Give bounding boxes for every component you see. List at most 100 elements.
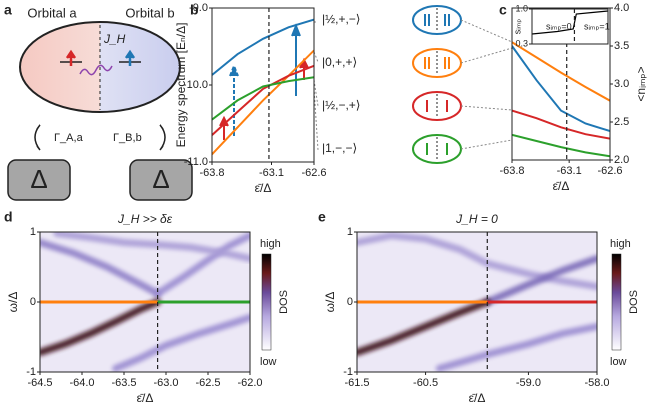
y-tick-label: 3.0 bbox=[614, 78, 629, 90]
colorbar-high: high bbox=[260, 238, 281, 250]
series-line bbox=[512, 45, 610, 133]
panel: 0.3 1.0 sᵢₘₚ sᵢₘₚ=0 sᵢₘₚ=1 bbox=[512, 3, 609, 48]
legend-label: |0,+,+⟩ bbox=[322, 55, 357, 69]
y-tick-label: -9.0 bbox=[189, 2, 208, 14]
x-tick-label: -62.5 bbox=[195, 377, 220, 389]
y-tick-label: 1.0 bbox=[515, 3, 528, 13]
plot-frame bbox=[39, 231, 251, 373]
panel-label: a bbox=[4, 2, 12, 18]
plot-frame bbox=[356, 231, 598, 373]
colorbar-high: high bbox=[610, 238, 631, 250]
lead-label: Δ bbox=[30, 164, 47, 194]
chart-title: J_H >> δε bbox=[117, 212, 173, 226]
y-axis-label: <nᵢₘₚ> bbox=[634, 66, 648, 101]
y-axis-label: ω/Δ bbox=[323, 292, 337, 313]
plot-area bbox=[40, 232, 250, 372]
colorbar-low: low bbox=[610, 356, 627, 368]
colorbar-low: low bbox=[260, 356, 277, 368]
panel: -1 0 1 -64.5 -64.0 -63.5 -63.0 -62.5 -62.0 ε̄/Δ ω/… bbox=[6, 212, 290, 405]
legend-label: |1,−,−⟩ bbox=[322, 141, 357, 155]
x-tick-label: -60.5 bbox=[413, 377, 438, 389]
x-axis-label: ε̄/Δ bbox=[255, 181, 272, 195]
colorbar-label: DOS bbox=[278, 290, 290, 314]
plot-area bbox=[212, 18, 314, 155]
x-tick-label: -63.8 bbox=[499, 165, 524, 177]
dos-band bbox=[483, 255, 597, 306]
series-line bbox=[512, 133, 610, 158]
y-tick-label: 2.0 bbox=[614, 154, 629, 166]
x-tick-label: -58.0 bbox=[584, 377, 609, 389]
y-tick-label: 0 bbox=[30, 296, 36, 308]
dos-band bbox=[154, 232, 250, 298]
series-line bbox=[512, 41, 610, 102]
x-tick-label: -63.5 bbox=[111, 377, 136, 389]
orbital-label: Orbital a bbox=[27, 5, 77, 20]
dos-band bbox=[53, 232, 250, 263]
annotation: sᵢₘₚ=1 bbox=[584, 21, 610, 31]
y-tick-label: 0.3 bbox=[515, 38, 528, 48]
y-tick-label: 1 bbox=[347, 226, 353, 238]
colorbar bbox=[611, 253, 622, 351]
panel-label: c bbox=[499, 2, 507, 18]
series-line bbox=[212, 18, 314, 76]
x-tick-label: -64.0 bbox=[69, 377, 94, 389]
x-tick-label: -62.6 bbox=[597, 165, 622, 177]
series-line bbox=[212, 64, 314, 136]
panel: -11.0 -10.0 -9.0 -63.8 -63.1 -62.6 ε̄/Δ Energy … bbox=[174, 2, 360, 195]
x-tick-label: -61.5 bbox=[344, 377, 369, 389]
series-line bbox=[212, 49, 314, 155]
panel-label: b bbox=[190, 2, 199, 18]
x-tick-label: -62.0 bbox=[237, 377, 262, 389]
series-line bbox=[532, 10, 608, 35]
series-line bbox=[212, 76, 314, 121]
x-tick-label: -63.0 bbox=[153, 377, 178, 389]
panel-label: e bbox=[318, 209, 326, 225]
coupling-label: J_H bbox=[103, 32, 126, 46]
x-axis-label: ε̄/Δ bbox=[469, 391, 486, 405]
plot-area bbox=[357, 232, 597, 372]
annotation: sᵢₘₚ=0 bbox=[546, 21, 572, 31]
plot-frame bbox=[531, 8, 609, 45]
x-tick-label: -59.0 bbox=[516, 377, 541, 389]
dos-band bbox=[40, 239, 162, 298]
series-line bbox=[512, 109, 610, 140]
lead-label: Δ bbox=[152, 164, 169, 194]
y-tick-label: -1 bbox=[343, 366, 353, 378]
panel: -1 0 1 -61.5 -60.5 -59.0 -58.0 ε̄/Δ ω/Δ J_H = 0 hi… bbox=[323, 212, 640, 405]
y-tick-label: 2.5 bbox=[614, 116, 629, 128]
plot-area bbox=[512, 41, 610, 158]
y-axis-label: ω/Δ bbox=[6, 292, 20, 313]
y-tick-label: -1 bbox=[26, 366, 36, 378]
y-tick-label: 3.5 bbox=[614, 40, 629, 52]
y-axis-label: sᵢₘₚ bbox=[512, 19, 522, 35]
y-tick-label: 4.0 bbox=[614, 2, 629, 14]
dos-band bbox=[357, 298, 491, 356]
dos-band bbox=[40, 298, 162, 356]
y-tick-label: -10.0 bbox=[183, 79, 208, 91]
x-tick-label: -63.1 bbox=[557, 165, 582, 177]
hybridization-label: Γ_B,b bbox=[113, 132, 142, 144]
plot-frame bbox=[511, 7, 611, 161]
x-axis-label: ε̄/Δ bbox=[553, 179, 570, 193]
x-tick-label: -63.8 bbox=[199, 167, 224, 179]
y-tick-label: 1 bbox=[30, 226, 36, 238]
x-tick-label: -64.5 bbox=[27, 377, 52, 389]
dos-band bbox=[357, 232, 597, 291]
schematic: Orbital a Orbital b J_H Γ_A,a Γ_B,b Δ Δ bbox=[7, 5, 193, 201]
colorbar bbox=[261, 253, 272, 351]
plot-area bbox=[532, 9, 608, 44]
dos-band bbox=[112, 313, 250, 372]
legend-label: |½,+,−⟩ bbox=[322, 12, 361, 26]
hybridization-label: Γ_A,a bbox=[54, 132, 84, 144]
y-tick-label: -11.0 bbox=[184, 156, 208, 168]
dos-band bbox=[435, 323, 597, 372]
orbital-label: Orbital b bbox=[125, 5, 174, 20]
panel: 2.0 2.5 3.0 3.5 4.0 -63.8 -63.1 -62.6 ε̄/Δ <nᵢₘₚ> bbox=[499, 2, 648, 193]
legend-label: |½,−,+⟩ bbox=[322, 98, 361, 112]
state-diagrams bbox=[313, 5, 513, 164]
y-tick-label: 0 bbox=[347, 296, 353, 308]
x-tick-label: -63.1 bbox=[259, 167, 284, 179]
x-axis-label: ε̄/Δ bbox=[137, 391, 154, 405]
panel-label: d bbox=[4, 209, 13, 225]
